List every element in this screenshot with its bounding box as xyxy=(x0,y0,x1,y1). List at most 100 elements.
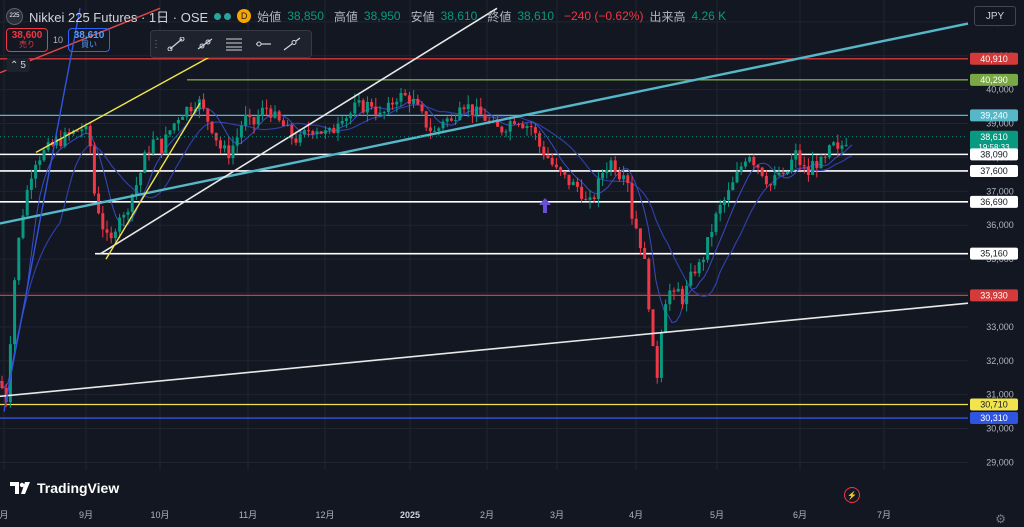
candle-body xyxy=(769,184,773,186)
symbol-logo-icon: 225 xyxy=(6,7,23,25)
candle-body xyxy=(680,288,684,305)
candle-body xyxy=(349,113,353,119)
candle-body xyxy=(596,178,600,199)
fib-retracement-icon[interactable] xyxy=(219,31,248,57)
horizontal-levels xyxy=(0,58,968,419)
candle-body xyxy=(706,237,710,260)
price-badge xyxy=(970,109,1018,122)
candle-body xyxy=(172,123,176,131)
candle-body xyxy=(651,309,655,347)
candle-body xyxy=(206,108,210,122)
arrow-up-icon xyxy=(539,198,551,213)
price-tick-label: 30,000 xyxy=(986,424,1014,434)
candle-body xyxy=(764,175,768,185)
price-badge-label: 36,690 xyxy=(980,197,1008,207)
candle-body xyxy=(659,331,663,378)
price-badge xyxy=(970,52,1018,65)
time-tick-label: 6月 xyxy=(793,510,807,520)
candle-body xyxy=(500,126,504,133)
candle-body xyxy=(647,258,651,310)
low-label: 安値 xyxy=(410,9,435,24)
volume-value: 4.26 K xyxy=(691,9,727,23)
sell-button[interactable]: 38,600 売り xyxy=(6,28,48,52)
candle-body xyxy=(332,128,336,134)
candle-body xyxy=(475,106,479,116)
candle-body xyxy=(403,92,407,96)
ray-icon[interactable] xyxy=(190,31,219,57)
event-bolt-icon[interactable]: ⚡ xyxy=(844,487,860,503)
candle-body xyxy=(391,102,395,105)
high-value: 38,950 xyxy=(363,9,401,23)
tradingview-logo-icon xyxy=(10,482,30,494)
tradingview-logo[interactable]: TradingView xyxy=(10,480,119,496)
candle-body xyxy=(239,125,243,138)
candle-body xyxy=(0,381,4,389)
candle-body xyxy=(790,159,794,172)
candle-body xyxy=(319,131,323,134)
price-badge-label: 35,160 xyxy=(980,249,1008,259)
candle-body xyxy=(315,131,319,135)
candle-body xyxy=(55,139,59,146)
candle-body xyxy=(59,139,63,147)
price-tick-label: 29,000 xyxy=(986,457,1014,467)
time-tick-label: 10月 xyxy=(150,510,169,520)
trendline-white-channel xyxy=(99,7,498,255)
currency-selector[interactable]: JPY xyxy=(974,6,1016,26)
candle-body xyxy=(235,137,239,146)
price-badge-label: 40,910 xyxy=(980,54,1008,64)
price-badge-label: 38,610 xyxy=(980,132,1008,142)
time-tick-label: 7月 xyxy=(877,510,891,520)
price-badge-label: 33,930 xyxy=(980,290,1008,300)
candle-body xyxy=(689,271,693,286)
order-quantity[interactable]: 10 xyxy=(53,35,64,45)
candle-body xyxy=(760,167,764,176)
drag-handle-icon[interactable]: ⋮ xyxy=(151,38,161,50)
candle-body xyxy=(743,161,747,167)
candle-body xyxy=(399,92,403,102)
data-badge[interactable]: D xyxy=(237,9,252,23)
candle-body xyxy=(538,133,542,147)
candle-body xyxy=(84,126,88,130)
time-tick-label: 3月 xyxy=(550,510,564,520)
candle-body xyxy=(563,171,567,175)
candle-body xyxy=(143,152,147,173)
candle-body xyxy=(584,198,588,200)
candle-body xyxy=(554,164,558,168)
candle-body xyxy=(508,121,512,132)
candle-body xyxy=(336,123,340,134)
candle-body xyxy=(752,157,756,166)
candle-body xyxy=(844,144,848,146)
sell-label: 売り xyxy=(19,40,35,49)
gear-icon[interactable]: ⚙ xyxy=(995,512,1006,526)
trend-line-icon[interactable] xyxy=(161,31,190,57)
candle-body xyxy=(298,134,302,143)
market-status-icon[interactable] xyxy=(214,12,232,20)
buy-button[interactable]: 38,610 買い xyxy=(68,28,111,52)
candle-body xyxy=(181,116,185,120)
time-tick-label: 12月 xyxy=(315,510,334,520)
price-tick-label: 40,000 xyxy=(986,85,1014,95)
extended-line-icon[interactable] xyxy=(277,31,306,57)
candle-body xyxy=(189,106,193,112)
candle-body xyxy=(122,214,126,218)
symbol-title[interactable]: Nikkei 225 Futures · 1日 · OSE xyxy=(29,9,209,25)
candle-body xyxy=(802,165,806,167)
candle-body xyxy=(88,126,92,147)
candle-body xyxy=(748,157,752,162)
candle-body xyxy=(445,118,449,122)
time-tick-label: 11月 xyxy=(239,510,257,520)
candle-body xyxy=(504,131,508,133)
candle-body xyxy=(269,108,273,118)
candle-body xyxy=(340,121,344,124)
candle-body xyxy=(588,197,592,200)
candle-body xyxy=(739,166,743,172)
candle-body xyxy=(164,134,168,153)
sell-price: 38,600 xyxy=(11,30,43,41)
candle-body xyxy=(840,145,844,149)
price-badge-label: 37,600 xyxy=(980,166,1008,176)
indicators-collapse-button[interactable]: ⌃ 5 xyxy=(6,58,30,72)
candle-body xyxy=(126,211,130,215)
candle-body xyxy=(722,199,726,206)
horizontal-ray-icon[interactable] xyxy=(248,31,277,57)
